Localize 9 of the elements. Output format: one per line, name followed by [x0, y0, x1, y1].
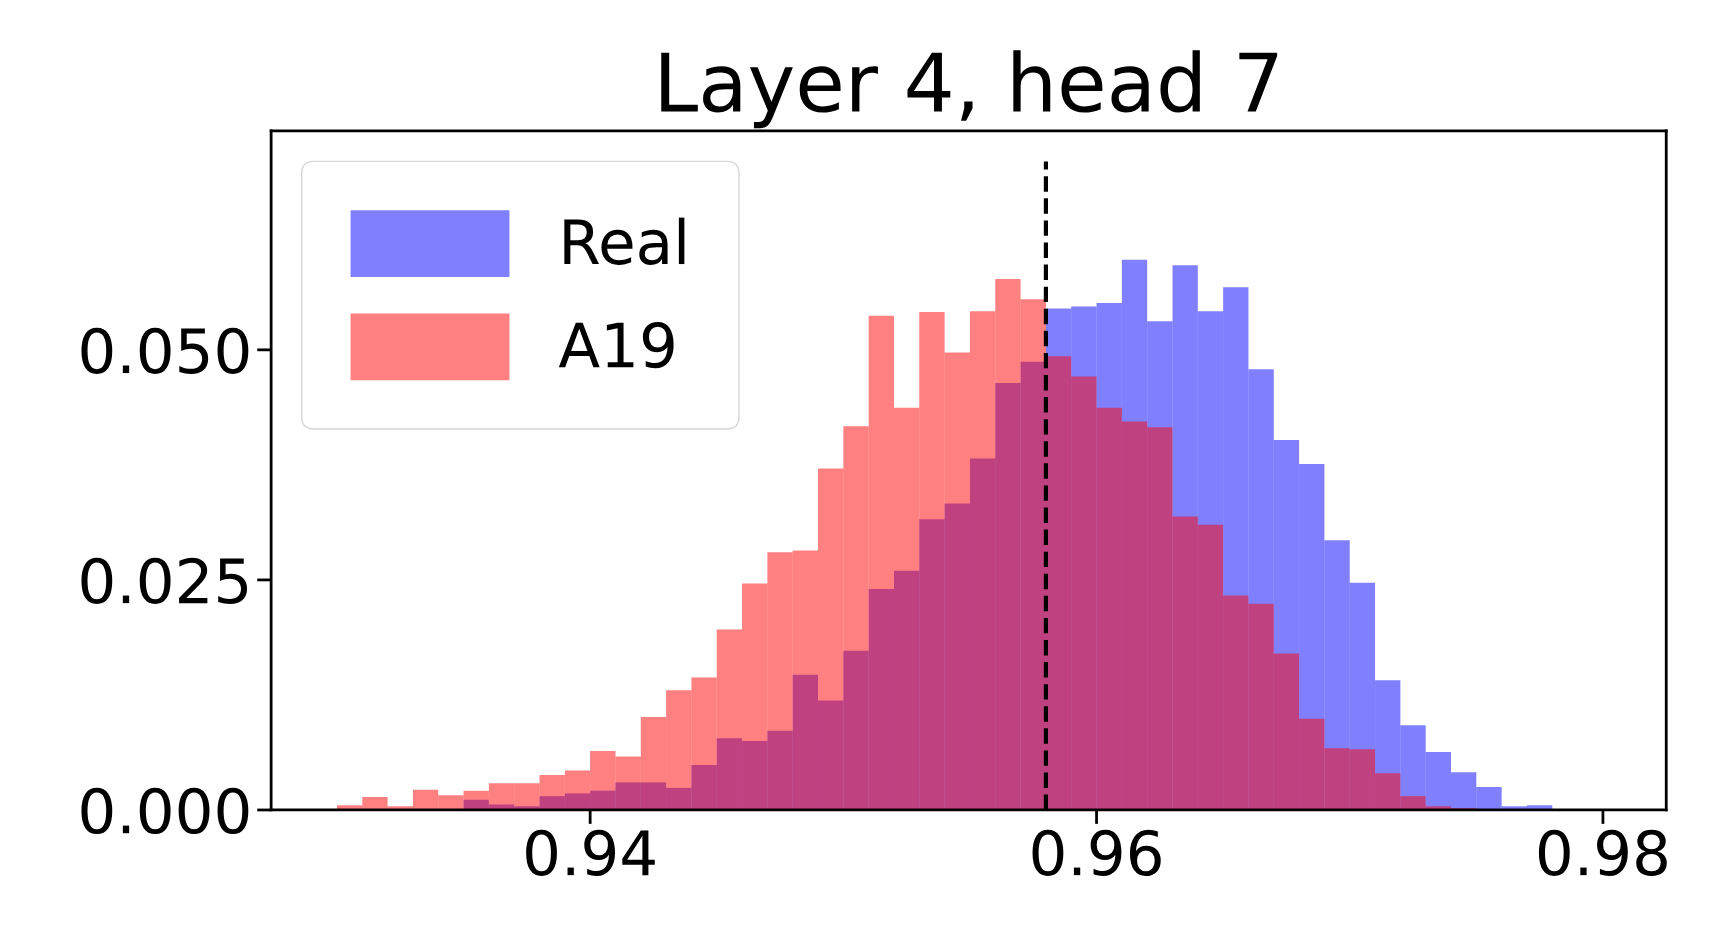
x-tick-label: 0.98	[1538, 829, 1667, 877]
x-tick-label: 0.96	[1032, 829, 1161, 877]
legend-label: A19	[558, 321, 674, 369]
chart-title: Layer 4, head 7	[661, 50, 1278, 129]
y-tick-label: 0.000	[81, 787, 249, 835]
y-tick-label: 0.025	[81, 557, 248, 604]
y-tick-label: 0.050	[81, 327, 249, 374]
legend-label: Real	[564, 217, 685, 265]
x-tick-label: 0.94	[526, 829, 655, 877]
